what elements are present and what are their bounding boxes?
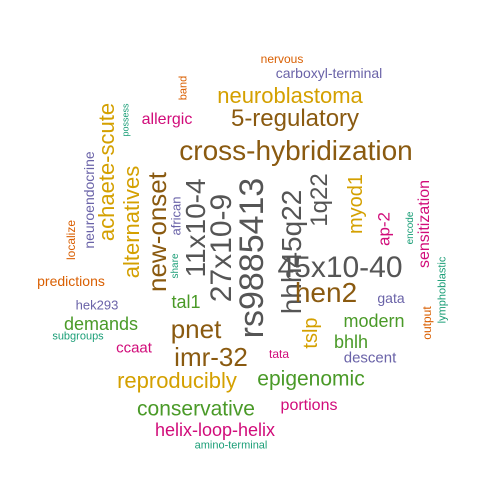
word-neuroblastoma: neuroblastoma: [217, 83, 363, 108]
word-allergic: allergic: [141, 111, 193, 128]
word-tal1: tal1: [171, 292, 201, 312]
word-epigenomic: epigenomic: [257, 367, 365, 391]
word-myod1: myod1: [345, 173, 367, 235]
word-helix-loop-helix: helix-loop-helix: [154, 420, 276, 440]
word-tata: tata: [268, 347, 290, 361]
word-modern: modern: [343, 311, 405, 331]
word-11x10-4: 11x10-4: [180, 178, 211, 278]
word-conservative: conservative: [137, 397, 255, 421]
word-demands: demands: [63, 314, 139, 334]
word-gata: gata: [377, 290, 405, 306]
word-ap-2: ap-2: [374, 211, 394, 247]
word-achaete-scute: achaete-scute: [94, 102, 119, 242]
word-sensitization: sensitization: [416, 179, 433, 269]
word-band: band: [177, 75, 190, 101]
word-encode: encode: [405, 211, 416, 245]
word-neuroendocrine: neuroendocrine: [81, 151, 97, 249]
word-descent: descent: [343, 349, 397, 367]
word-hen2: hen2: [294, 277, 358, 308]
word-localize: localize: [64, 219, 78, 261]
word-portions: portions: [280, 397, 338, 414]
word-predictions: predictions: [37, 273, 105, 289]
word-rs9885413: rs9885413: [233, 177, 271, 339]
word-cross-hybridization: cross-hybridization: [179, 135, 413, 166]
word-1q22: 1q22: [306, 173, 333, 227]
word-imr-32: imr-32: [174, 342, 248, 372]
word-new-onset: new-onset: [142, 172, 172, 292]
word-reproducibly: reproducibly: [117, 368, 237, 393]
word-carboxyl-terminal: carboxyl-terminal: [275, 65, 383, 81]
word-amino-terminal: amino-terminal: [194, 439, 268, 452]
word-pnet: pnet: [170, 314, 222, 344]
word-27x10-9: 27x10-9: [205, 193, 238, 303]
word-output: output: [420, 306, 434, 340]
word-african: african: [168, 196, 184, 236]
word-subgroups: subgroups: [52, 330, 104, 343]
word-5-regulatory: 5-regulatory: [230, 105, 360, 132]
word-hek293: hek293: [75, 297, 119, 313]
word-alternatives: alternatives: [119, 165, 144, 279]
word-45x10-40: 45x10-40: [277, 251, 403, 284]
word-bhlh: bhlh: [333, 332, 369, 352]
word-ccaat: ccaat: [116, 339, 152, 357]
word-possess: possess: [120, 103, 131, 137]
word-share: share: [170, 253, 181, 279]
word-tslp: tslp: [300, 317, 322, 349]
word-lymphoblastic: lymphoblastic: [436, 256, 449, 324]
word-nervous: nervous: [260, 52, 304, 66]
